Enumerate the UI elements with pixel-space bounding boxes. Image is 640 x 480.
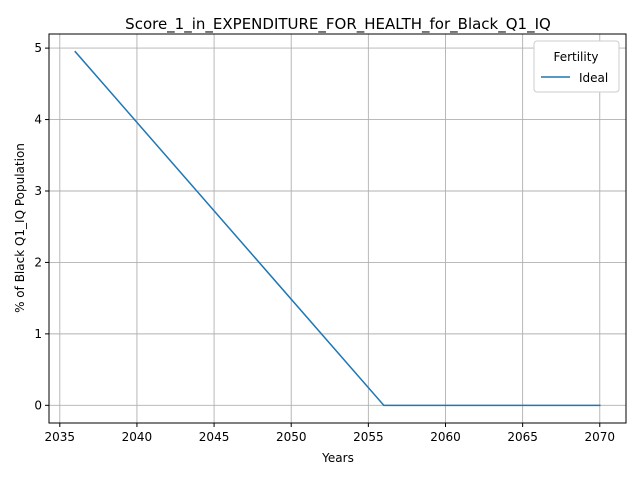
plot-area xyxy=(48,33,627,424)
series-line-ideal xyxy=(74,50,601,407)
legend-title: Fertility xyxy=(553,50,598,64)
grid xyxy=(49,34,626,423)
x-tick-label: 2050 xyxy=(276,430,307,444)
y-tick-label: 0 xyxy=(34,398,42,412)
x-tick-label: 2035 xyxy=(45,430,76,444)
x-axis: 2035 2040 2045 2050 2055 2060 2065 2070 xyxy=(45,423,615,444)
x-tick-label: 2040 xyxy=(122,430,153,444)
y-axis-label: % of Black Q1_IQ Population xyxy=(13,143,27,313)
x-tick-label: 2070 xyxy=(584,430,615,444)
y-tick-label: 3 xyxy=(34,184,42,198)
legend-box xyxy=(533,40,620,93)
x-tick-label: 2060 xyxy=(430,430,461,444)
chart-title: Score_1_in_EXPENDITURE_FOR_HEALTH_for_Bl… xyxy=(125,15,551,34)
y-tick-label: 4 xyxy=(34,113,42,127)
y-tick-label: 2 xyxy=(34,255,42,269)
y-axis: 0 1 2 3 4 5 xyxy=(34,41,49,412)
x-tick-label: 2065 xyxy=(507,430,538,444)
y-tick-label: 5 xyxy=(34,41,42,55)
legend-entry-ideal: Ideal xyxy=(579,71,608,85)
series-layer xyxy=(74,50,601,407)
x-tick-label: 2055 xyxy=(353,430,384,444)
x-axis-label: Years xyxy=(321,451,354,465)
legend: Fertility Ideal xyxy=(533,40,620,93)
x-tick-label: 2045 xyxy=(199,430,230,444)
y-tick-label: 1 xyxy=(34,327,42,341)
